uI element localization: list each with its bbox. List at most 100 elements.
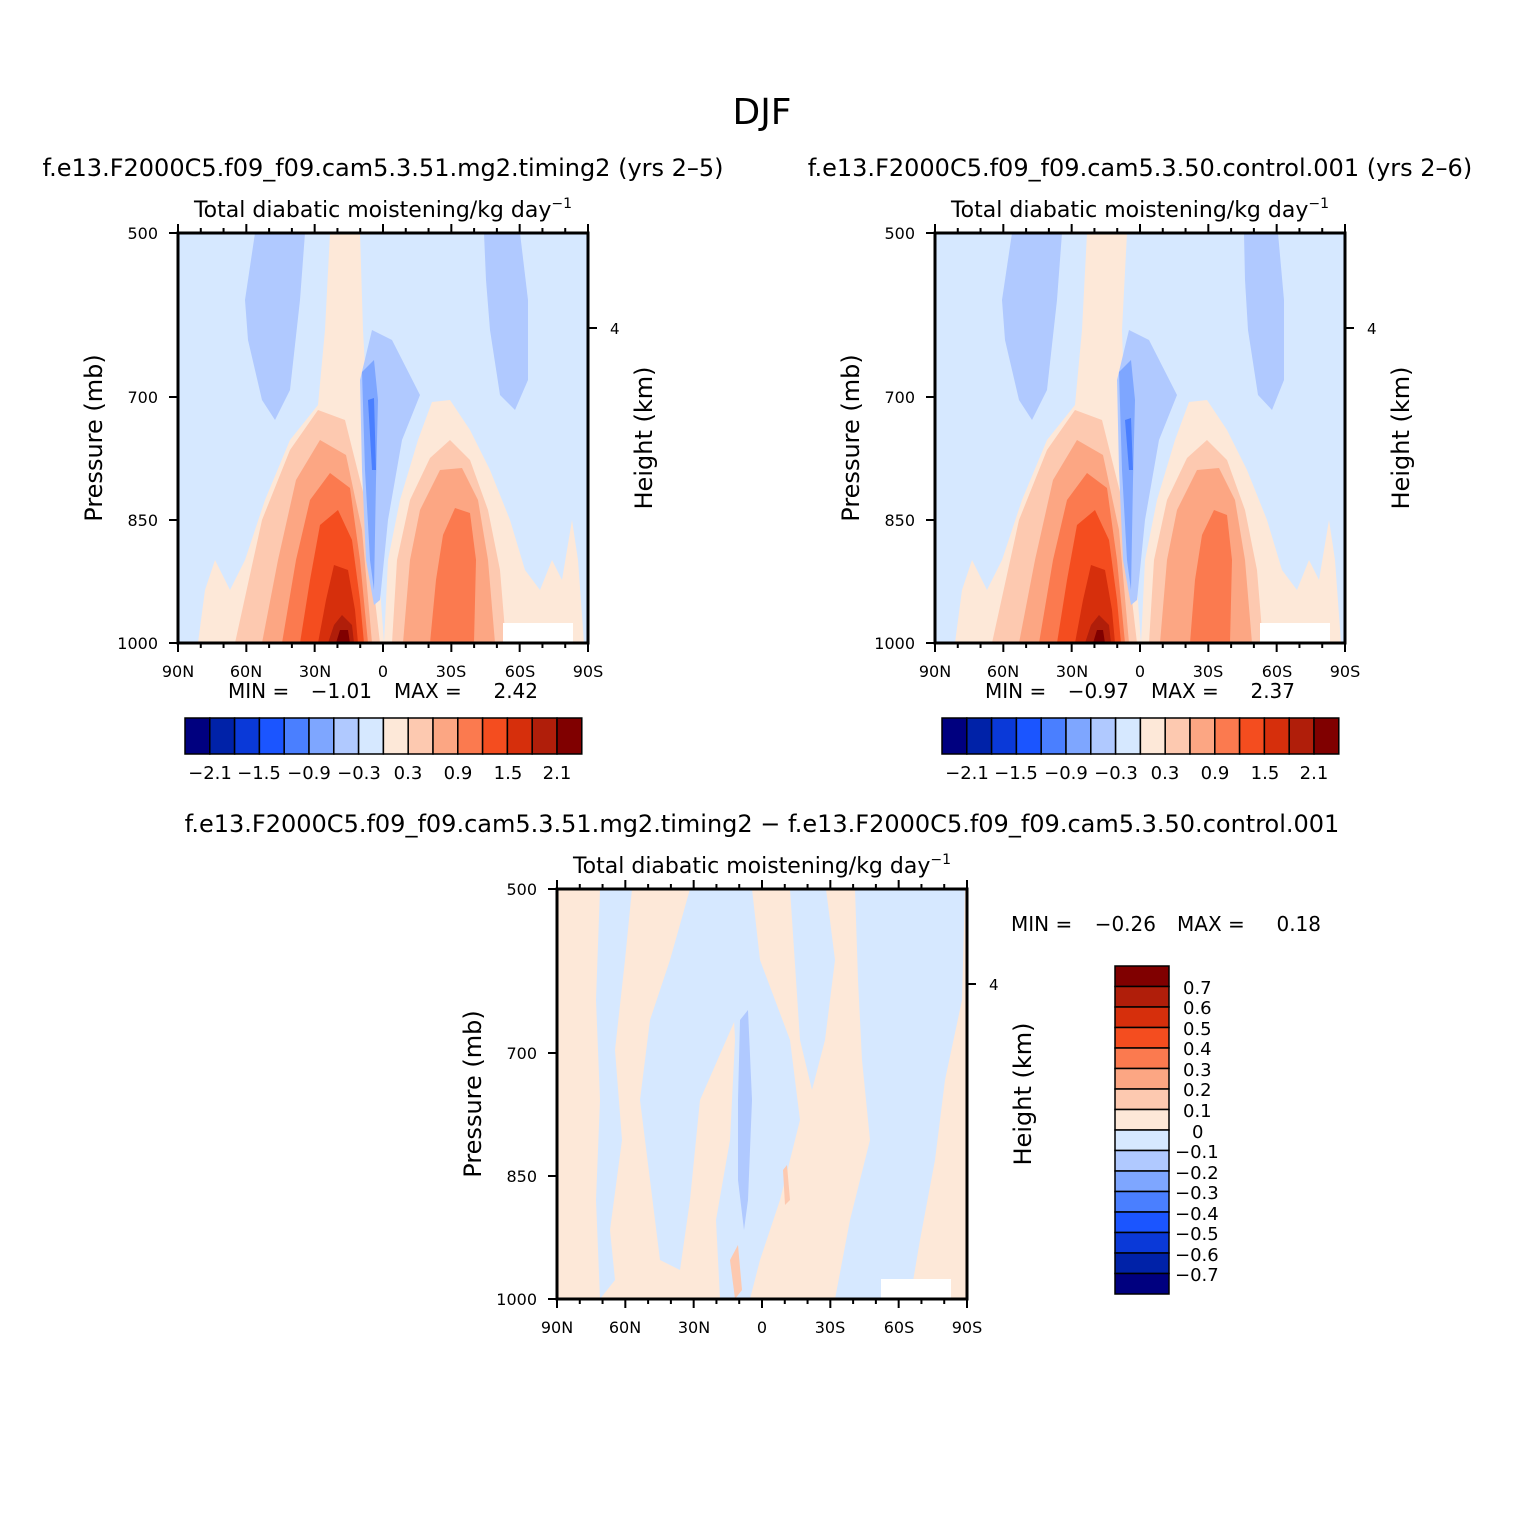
panel-right-xtick-60n: 60N — [987, 662, 1019, 681]
panel-left-cb-box-15 — [531, 717, 558, 755]
panel-diff-cb-label-10: −0.2 — [1175, 1163, 1219, 1184]
panel-right-cb-box-2 — [966, 717, 993, 755]
panel-left-xtick-0: 0 — [378, 662, 388, 681]
panel-diff-cb-label-8: 0 — [1192, 1122, 1203, 1143]
panel-left-ytick-500: 500 — [127, 224, 158, 243]
panel-right-cb-label-6: 0.9 — [1201, 763, 1230, 784]
panel-diff-field — [557, 889, 967, 1299]
panel-right-ytick-850: 850 — [884, 511, 915, 530]
panel-diff-cb-label-3: 0.5 — [1183, 1019, 1212, 1040]
panel-diff-xtick-90s: 90S — [952, 1318, 983, 1337]
panel-right-cb-label-2: −1.5 — [994, 763, 1038, 784]
panel-diff-ytick-500: 500 — [506, 880, 537, 899]
panel-left-header: f.e13.F2000C5.f09_f09.cam5.3.51.mg2.timi… — [42, 154, 723, 182]
panel-left-xtick-30n: 30N — [299, 662, 331, 681]
panel-left-colorbar — [184, 717, 583, 755]
panel-diff-cb-box-7 — [1114, 1088, 1170, 1111]
panel-left-cb-box-2 — [209, 717, 236, 755]
panel-left-xtick-60s: 60S — [505, 662, 536, 681]
panel-diff-cb-label-11: −0.3 — [1175, 1183, 1219, 1204]
panel-right-xtick-90s: 90S — [1330, 662, 1361, 681]
panel-diff-min-value: −0.26 — [1095, 912, 1156, 936]
panel-diff-cb-box-15 — [1114, 1252, 1170, 1275]
panel-diff-title-exp: −1 — [930, 852, 951, 868]
panel-diff-cb-box-13 — [1114, 1211, 1170, 1234]
panel-left-cb-box-9 — [382, 717, 409, 755]
panel-left-cb-box-16 — [556, 717, 583, 755]
panel-diff-ytick-700: 700 — [506, 1044, 537, 1063]
panel-right-xtick-30n: 30N — [1056, 662, 1088, 681]
panel-right-cb-label-8: 2.1 — [1300, 763, 1329, 784]
panel-left-cb-box-11 — [432, 717, 459, 755]
panel-diff-xtick-30n: 30N — [678, 1318, 710, 1337]
panel-right-cb-label-3: −0.9 — [1044, 763, 1088, 784]
panel-right-cb-box-12 — [1214, 717, 1241, 755]
panel-left-cb-label-6: 0.9 — [444, 763, 473, 784]
panel-right-cb-box-8 — [1114, 717, 1142, 755]
panel-diff-ytick-850: 850 — [506, 1167, 537, 1186]
panel-diff-cb-box-14 — [1114, 1231, 1170, 1254]
panel-right-cb-box-13 — [1238, 717, 1266, 755]
panel-diff-cb-label-2: 0.6 — [1183, 998, 1212, 1019]
panel-diff-cb-label-14: −0.6 — [1175, 1245, 1219, 1266]
panel-left-cb-label-5: 0.3 — [394, 763, 423, 784]
panel-right-title-text: Total diabatic moistening/kg day — [950, 198, 1308, 223]
panel-left-cb-label-8: 2.1 — [543, 763, 572, 784]
panel-left-cb-box-8 — [357, 717, 385, 755]
panel-right-max-value: 2.37 — [1250, 679, 1295, 703]
panel-left-xtick-30s: 30S — [436, 662, 467, 681]
panel-diff-cb-label-1: 0.7 — [1183, 978, 1212, 999]
panel-left-cb-box-4 — [258, 717, 285, 755]
panel-right-field — [935, 233, 1345, 643]
panel-right-cb-box-11 — [1189, 717, 1216, 755]
panel-diff-cb-box-12 — [1114, 1190, 1170, 1213]
panel-diff-cb-label-6: 0.2 — [1183, 1080, 1212, 1101]
panel-right-ytick-1000: 1000 — [874, 634, 915, 653]
panel-right-ylabel-right: Height (km) — [1387, 367, 1415, 510]
panel-right-cb-box-7 — [1090, 717, 1117, 755]
panel-diff-cb-box-6 — [1114, 1067, 1170, 1090]
panel-right-max-label: MAX = — [1151, 679, 1219, 703]
panel-diff-cb-box-5 — [1114, 1047, 1170, 1070]
panel-diff-min-label: MIN = — [1011, 912, 1072, 936]
panel-left-xtick-90s: 90S — [573, 662, 604, 681]
panel-right-cb-box-16 — [1313, 717, 1340, 755]
panel-right-xtick-90n: 90N — [919, 662, 951, 681]
panel-right-cb-box-9 — [1139, 717, 1166, 755]
panel-right-ylabel: Pressure (mb) — [837, 354, 865, 521]
panel-diff-cb-label-4: 0.4 — [1183, 1039, 1212, 1060]
panel-diff-cb-box-11 — [1114, 1170, 1170, 1193]
panel-diff-cb-box-10 — [1114, 1149, 1170, 1172]
panel-diff-xtick-0: 0 — [757, 1318, 767, 1337]
panel-diff-xtick-60s: 60S — [884, 1318, 915, 1337]
panel-right-ytick-700: 700 — [884, 388, 915, 407]
panel-right-xtick-0: 0 — [1135, 662, 1145, 681]
panel-diff-cb-box-2 — [1114, 985, 1170, 1008]
panel-left-cb-box-13 — [481, 717, 509, 755]
panel-left-cb-label-3: −0.9 — [287, 763, 331, 784]
panel-left: f.e13.F2000C5.f09_f09.cam5.3.51.mg2.timi… — [42, 154, 723, 784]
panel-right-cb-label-1: −2.1 — [945, 763, 989, 784]
panel-left-ylabel: Pressure (mb) — [80, 354, 108, 521]
panel-diff-cb-box-4 — [1114, 1026, 1170, 1049]
panel-left-cb-box-6 — [308, 717, 335, 755]
panel-diff: f.e13.F2000C5.f09_f09.cam5.3.51.mg2.timi… — [185, 810, 1340, 1337]
panel-left-ytick-850: 850 — [127, 511, 158, 530]
panel-diff-ticks — [548, 880, 976, 1308]
panel-right-ticks — [926, 224, 1354, 652]
panel-diff-ytick-1000: 1000 — [496, 1290, 537, 1309]
panel-left-cb-box-12 — [457, 717, 484, 755]
panel-left-ticks — [169, 224, 597, 652]
panel-left-min-value: −1.01 — [311, 679, 372, 703]
panel-left-title-text: Total diabatic moistening/kg day — [193, 198, 551, 223]
panel-right-xtick-60s: 60S — [1262, 662, 1293, 681]
panel-right: f.e13.F2000C5.f09_f09.cam5.3.50.control.… — [808, 154, 1472, 784]
panel-left-min-label: MIN = — [228, 679, 289, 703]
panel-right-cb-box-15 — [1288, 717, 1315, 755]
panel-left-cb-box-14 — [506, 717, 533, 755]
panel-diff-cb-box-16 — [1114, 1272, 1170, 1295]
panel-diff-cb-box-1 — [1114, 965, 1170, 988]
panel-left-xtick-60n: 60N — [230, 662, 262, 681]
panel-diff-cb-label-7: 0.1 — [1183, 1101, 1212, 1122]
panel-diff-cb-label-13: −0.5 — [1175, 1224, 1219, 1245]
